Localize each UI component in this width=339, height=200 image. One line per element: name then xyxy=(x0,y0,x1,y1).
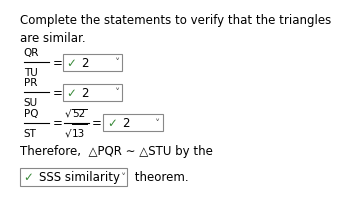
Text: PQ: PQ xyxy=(24,108,38,118)
Text: SSS similarity: SSS similarity xyxy=(39,171,120,183)
Text: Therefore,  △PQR ∼ △STU by the: Therefore, △PQR ∼ △STU by the xyxy=(20,145,213,157)
Text: ✓: ✓ xyxy=(24,171,34,183)
Text: ˅: ˅ xyxy=(154,118,159,128)
Text: TU: TU xyxy=(24,68,38,78)
Text: =: = xyxy=(92,117,101,129)
Text: 52: 52 xyxy=(72,108,85,118)
Text: ˅: ˅ xyxy=(114,58,119,68)
Text: 13: 13 xyxy=(72,128,85,138)
Text: theorem.: theorem. xyxy=(131,171,188,183)
Text: ✓: ✓ xyxy=(66,87,76,99)
Text: QR: QR xyxy=(24,48,39,58)
Text: =: = xyxy=(53,87,62,99)
Text: PR: PR xyxy=(24,78,37,88)
Text: ˅: ˅ xyxy=(114,88,119,98)
Text: 2: 2 xyxy=(81,87,89,99)
Text: =: = xyxy=(53,57,62,69)
Text: ST: ST xyxy=(24,128,37,138)
Text: ˅: ˅ xyxy=(120,172,125,182)
Text: are similar.: are similar. xyxy=(20,32,86,45)
Text: Complete the statements to verify that the triangles: Complete the statements to verify that t… xyxy=(20,14,332,27)
Text: =: = xyxy=(53,117,62,129)
Text: SU: SU xyxy=(24,98,38,108)
Text: √: √ xyxy=(64,128,71,138)
Text: ✓: ✓ xyxy=(107,117,117,129)
Text: 2: 2 xyxy=(81,57,89,69)
Text: ✓: ✓ xyxy=(66,57,76,69)
Text: √: √ xyxy=(64,108,71,118)
Text: 2: 2 xyxy=(122,117,129,129)
